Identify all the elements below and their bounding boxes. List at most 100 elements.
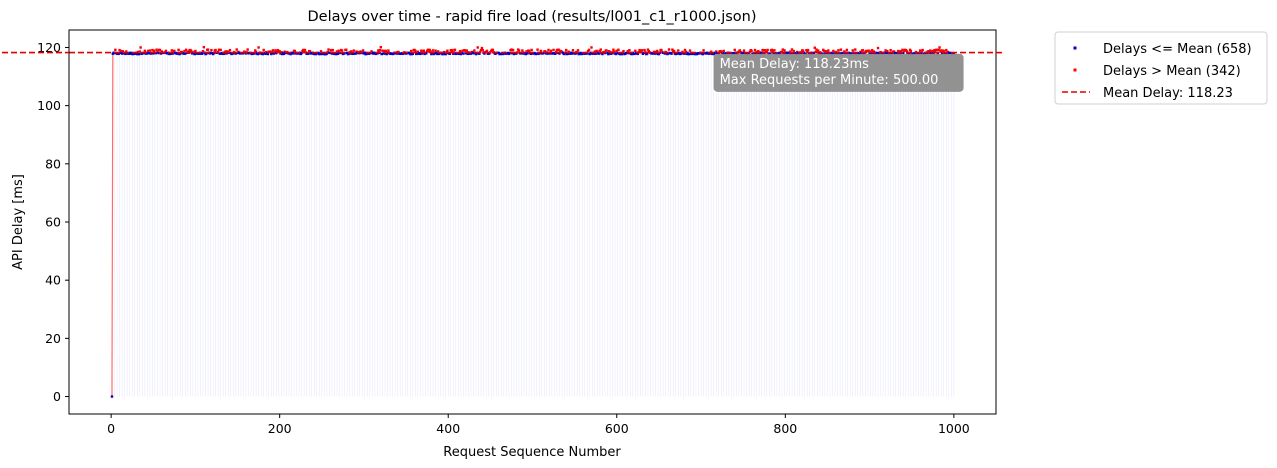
point-above-mean: [660, 48, 663, 52]
point-above-mean: [843, 50, 846, 53]
point-above-mean: [445, 51, 448, 54]
point-above-mean: [257, 46, 260, 49]
point-below-mean: [663, 52, 667, 55]
point-above-mean: [945, 48, 948, 52]
point-above-mean: [143, 49, 147, 52]
point-above-mean: [750, 49, 753, 52]
point-below-mean: [701, 52, 704, 56]
point-above-mean: [688, 49, 692, 52]
point-above-mean: [628, 48, 631, 52]
point-below-mean: [885, 51, 888, 55]
point-above-mean: [473, 49, 476, 52]
point-above-mean: [869, 50, 872, 53]
point-below-mean: [348, 52, 351, 55]
point-above-mean: [420, 49, 423, 52]
point-above-mean: [202, 45, 206, 49]
point-above-mean: [387, 49, 390, 52]
point-above-mean: [899, 50, 902, 53]
point-below-mean: [804, 52, 807, 55]
point-below-mean: [870, 52, 873, 55]
point-above-mean: [429, 50, 432, 53]
point-above-mean: [672, 49, 676, 53]
point-below-mean: [570, 52, 574, 55]
point-above-mean: [476, 46, 479, 49]
point-below-mean: [441, 52, 445, 56]
point-below-mean: [645, 52, 649, 55]
point-above-mean: [757, 49, 760, 53]
point-above-mean: [790, 48, 794, 51]
point-above-mean: [194, 49, 197, 53]
point-below-mean: [601, 52, 604, 56]
point-below-mean: [558, 52, 561, 55]
point-above-mean: [453, 48, 457, 51]
point-above-mean: [370, 50, 373, 53]
point-below-mean: [760, 51, 763, 55]
point-above-mean: [442, 50, 446, 54]
point-above-mean: [677, 49, 680, 52]
point-above-mean: [683, 48, 687, 52]
point-below-mean: [272, 52, 275, 55]
point-above-mean: [742, 49, 746, 52]
point-below-mean: [330, 52, 334, 55]
point-above-mean: [352, 49, 356, 52]
x-tick-label: 400: [436, 421, 460, 436]
point-below-mean: [336, 52, 340, 56]
point-above-mean: [598, 49, 602, 53]
point-below-mean: [264, 52, 267, 55]
point-above-mean: [416, 50, 420, 53]
point-below-mean: [676, 52, 679, 55]
y-tick-label: 120: [37, 40, 61, 55]
x-tick-label: 1000: [938, 421, 970, 436]
point-above-mean: [217, 48, 221, 51]
point-below-mean: [732, 52, 736, 55]
point-above-mean: [938, 46, 941, 49]
point-above-mean: [766, 48, 769, 52]
point-below-mean: [136, 52, 139, 56]
point-above-mean: [210, 48, 213, 52]
point-above-mean: [114, 48, 117, 52]
point-above-mean: [489, 50, 492, 54]
point-above-mean: [156, 50, 159, 53]
point-below-mean: [420, 52, 424, 55]
x-axis: 0 200 400 600 800 1000: [107, 414, 970, 436]
point-below-mean: [546, 52, 549, 55]
point-below-mean: [419, 52, 422, 56]
point-below-mean: [940, 52, 944, 55]
point-below-mean: [124, 52, 127, 56]
legend: Delays <= Mean (658) Delays > Mean (342)…: [1054, 31, 1268, 105]
point-above-mean: [160, 50, 163, 53]
point-below-mean: [592, 52, 596, 55]
point-above-mean: [125, 50, 128, 53]
point-below-mean: [137, 52, 141, 56]
point-above-mean: [920, 50, 924, 53]
point-above-mean: [709, 50, 713, 53]
point-above-mean: [845, 48, 849, 52]
point-above-mean: [613, 50, 616, 53]
point-below-mean: [469, 52, 473, 55]
point-above-mean: [918, 49, 922, 52]
point-above-mean: [654, 50, 657, 53]
point-above-mean: [155, 48, 158, 51]
point-below-mean: [655, 52, 658, 55]
point-above-mean: [737, 50, 741, 53]
point-above-mean: [940, 49, 943, 52]
point-above-mean: [463, 49, 467, 52]
point-below-mean: [566, 52, 570, 56]
point-below-mean: [120, 52, 124, 55]
point-above-mean: [422, 49, 425, 52]
point-below-mean: [858, 52, 861, 55]
point-below-mean: [307, 52, 310, 55]
point-below-mean: [875, 51, 879, 55]
point-above-mean: [876, 46, 880, 50]
point-above-mean: [547, 48, 550, 52]
point-below-mean: [179, 52, 182, 55]
point-above-mean: [271, 49, 275, 52]
point-above-mean: [379, 45, 383, 49]
point-above-mean: [806, 50, 809, 53]
point-below-mean: [620, 52, 624, 56]
point-below-mean: [159, 52, 163, 55]
point-above-mean: [283, 50, 286, 53]
point-above-mean: [458, 49, 462, 53]
point-below-mean: [535, 52, 538, 55]
point-below-mean: [291, 52, 295, 55]
